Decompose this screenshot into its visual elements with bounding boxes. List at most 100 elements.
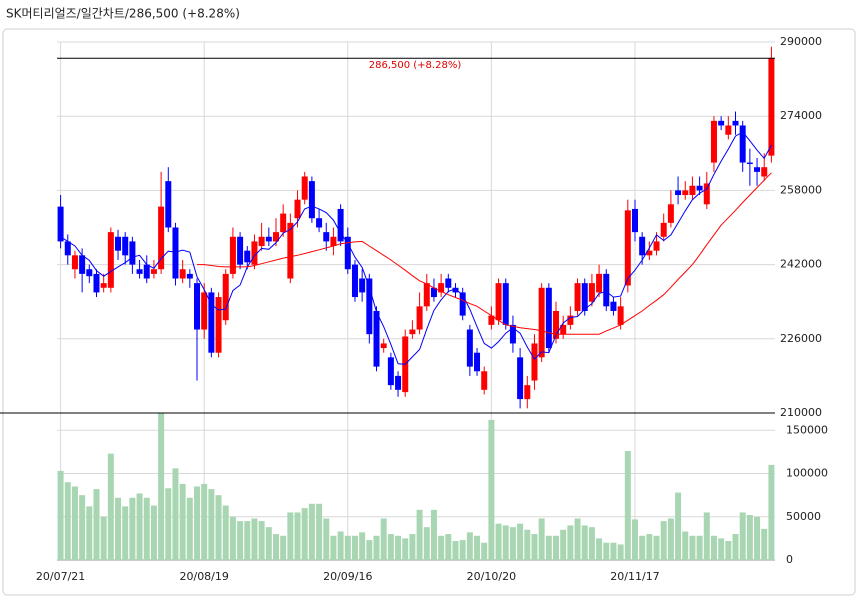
candle-body	[186, 273, 193, 279]
volume-bar	[201, 483, 208, 560]
volume-bar	[423, 527, 430, 560]
candle-body	[653, 241, 660, 251]
candle-body	[509, 324, 516, 344]
candle-body	[416, 306, 423, 330]
candle-body	[538, 287, 545, 358]
volume-bar	[330, 535, 337, 560]
volume-tick-label: 0	[786, 553, 793, 566]
volume-bar	[481, 542, 488, 560]
volume-bar	[337, 531, 344, 560]
volume-bar	[71, 486, 78, 560]
candle-body	[567, 315, 574, 325]
volume-bar	[215, 495, 222, 560]
chart-title: SK머티리얼즈/일간차트/286,500 (+8.28%)	[6, 7, 240, 21]
volume-tick-label: 150000	[786, 423, 828, 436]
candle-body	[115, 236, 122, 251]
candle-body	[179, 269, 186, 279]
candle-body	[459, 292, 466, 316]
candle-body	[646, 250, 653, 256]
volume-bar	[129, 497, 136, 560]
candle-body	[517, 357, 524, 400]
volume-bar	[323, 518, 330, 560]
candle-body	[603, 273, 610, 307]
candle-body	[689, 185, 696, 196]
candle-body	[373, 310, 380, 367]
volume-bar	[545, 535, 552, 560]
candle-body	[746, 162, 753, 164]
volume-bar	[732, 534, 739, 560]
volume-bar	[452, 540, 459, 560]
candle-body	[660, 222, 667, 237]
volume-bar	[488, 419, 495, 560]
volume-bar	[165, 488, 172, 560]
volume-bar	[294, 512, 301, 560]
x-tick-label: 20/11/17	[610, 570, 659, 583]
candle-body	[351, 264, 358, 298]
candle-body	[272, 232, 279, 242]
volume-bar	[179, 483, 186, 560]
candle-body	[617, 306, 624, 325]
y-tick-label: 274000	[780, 109, 822, 122]
volume-bar	[287, 512, 294, 560]
volume-bar	[258, 521, 265, 560]
volume-bar	[244, 521, 251, 560]
volume-bar	[316, 503, 323, 560]
candle-body	[222, 273, 229, 321]
candle-body	[395, 375, 402, 390]
volume-bar	[474, 535, 481, 560]
volume-bar	[646, 534, 653, 560]
volume-bar	[631, 519, 638, 560]
candle-body	[208, 292, 215, 353]
candle-body	[287, 222, 294, 279]
price-annotation: 286,500 (+8.28%)	[369, 60, 462, 71]
volume-bar	[553, 535, 560, 560]
candle-body	[359, 278, 366, 293]
candle-body	[574, 283, 581, 311]
y-tick-label: 226000	[780, 332, 822, 345]
volume-bar	[86, 506, 93, 560]
volume-bar	[395, 535, 402, 560]
volume-bar	[710, 535, 717, 560]
volume-bar	[445, 534, 452, 560]
candle-body	[481, 371, 488, 390]
y-tick-label: 290000	[780, 35, 822, 48]
volume-bar	[718, 538, 725, 560]
candle-body	[107, 232, 114, 288]
volume-bar	[517, 523, 524, 560]
volume-bar	[416, 509, 423, 560]
moving-average	[197, 172, 772, 335]
candle-body	[624, 210, 631, 286]
volume-bar	[344, 535, 351, 560]
candle-body	[474, 352, 481, 372]
candle-body	[201, 292, 208, 330]
volume-bar	[509, 527, 516, 560]
candle-body	[93, 273, 100, 293]
volume-bar	[502, 525, 509, 560]
volume-bar	[409, 534, 416, 560]
volume-bar	[675, 492, 682, 560]
volume-bar	[100, 516, 107, 560]
candle-body	[301, 176, 308, 200]
candle-body	[725, 125, 732, 135]
volume-bar	[768, 464, 775, 560]
volume-bar	[351, 535, 358, 560]
candle-body	[172, 227, 179, 279]
candle-body	[330, 236, 337, 247]
candle-body	[229, 236, 236, 274]
candle-body	[560, 324, 567, 335]
moving-average	[60, 131, 772, 365]
candle-body	[667, 204, 674, 223]
volume-bar	[459, 540, 466, 560]
volume-bar	[754, 516, 761, 560]
candle-body	[430, 287, 437, 298]
volume-bar	[115, 497, 122, 560]
volume-bar	[531, 534, 538, 560]
candle-body	[244, 250, 251, 263]
volume-bar	[150, 505, 157, 560]
volume-bar	[172, 468, 179, 560]
candle-body	[265, 236, 272, 242]
candle-body	[344, 236, 351, 270]
candle-body	[495, 283, 502, 321]
candle-body	[531, 343, 538, 381]
